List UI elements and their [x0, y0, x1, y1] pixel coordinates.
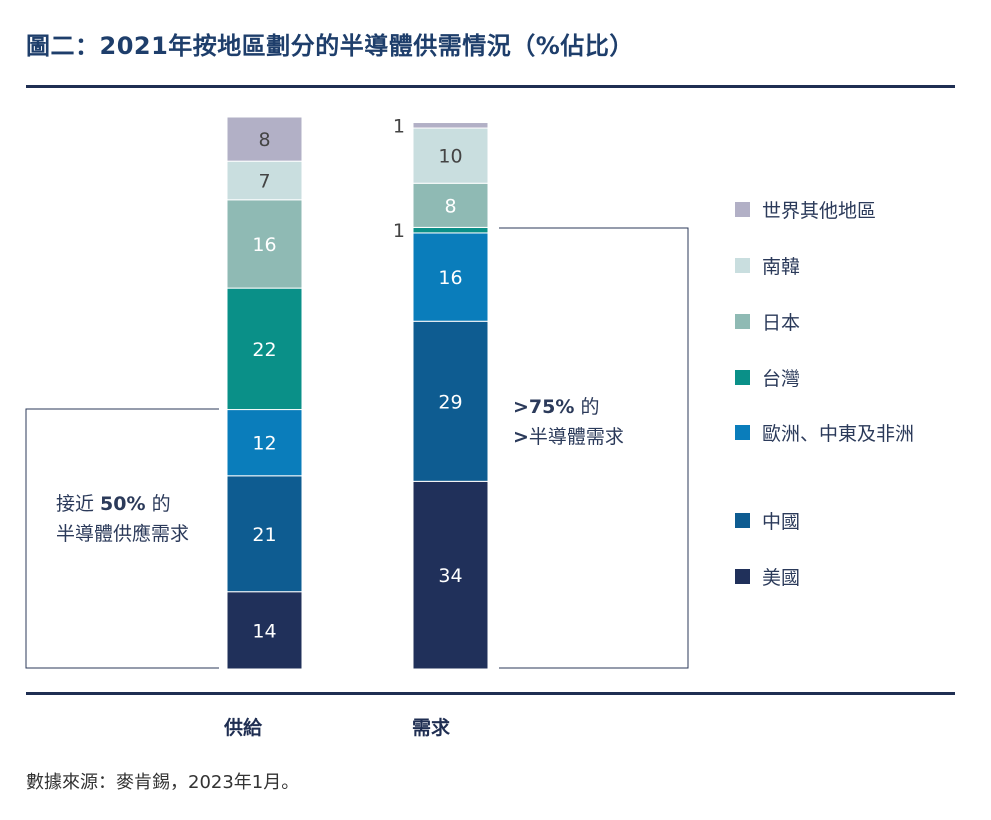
supply-bracket	[25, 408, 219, 669]
bar-segment-1-2	[412, 232, 489, 322]
bar-segment-0-1	[226, 475, 303, 593]
bar-segment-1-1	[412, 320, 489, 482]
bar-segment-0-4	[226, 199, 303, 289]
demand-annotation-line2: >半導體需求	[513, 426, 624, 448]
legend-swatch-2	[735, 314, 750, 329]
bar-value-label-0-1: 21	[252, 524, 276, 546]
legend-swatch-3	[735, 370, 750, 385]
supply-annotation-line1: 接近 50% 的	[56, 493, 171, 515]
bar-value-label-0-4: 16	[252, 234, 276, 256]
bar-segment-0-0	[226, 591, 303, 670]
bars-group: 14 21 12 22 16 7 8 34 29 16 1 8 10 1	[226, 115, 489, 670]
bottom-rule	[26, 692, 955, 695]
bar-segment-0-3	[226, 287, 303, 411]
bar-value-label-1-1: 29	[438, 391, 462, 413]
demand-annotation: >75% 的 >半導體需求	[513, 396, 624, 448]
bar-value-label-0-3: 22	[252, 339, 276, 361]
category-label-supply: 供給	[223, 716, 263, 739]
legend-swatch-6	[735, 569, 750, 584]
bar-value-label-1-6: 1	[393, 115, 405, 137]
bar-segment-0-2	[226, 409, 303, 477]
legend-label-4: 歐洲、中東及非洲	[762, 423, 914, 445]
bar-value-label-0-2: 12	[252, 433, 276, 455]
bar-segment-0-6	[226, 116, 303, 162]
bar-segment-1-4	[412, 182, 489, 228]
legend-swatch-0	[735, 202, 750, 217]
legend-label-3: 台灣	[762, 368, 800, 390]
bar-segment-1-3	[412, 226, 489, 234]
category-label-demand: 需求	[412, 716, 451, 739]
bar-value-label-1-2: 16	[438, 267, 462, 289]
supply-annotation-line2: 半導體供應需求	[56, 522, 189, 545]
top-rule	[26, 85, 955, 88]
bar-segment-1-6	[412, 122, 489, 129]
bar-value-label-1-0: 34	[438, 565, 462, 587]
bar-value-label-1-5: 10	[438, 146, 462, 168]
bar-value-label-0-5: 7	[258, 170, 270, 192]
supply-annotation: 接近 50% 的 半導體供應需求	[56, 493, 189, 545]
bar-value-label-0-0: 14	[252, 620, 276, 642]
legend-swatch-5	[735, 513, 750, 528]
legend-label-6: 美國	[762, 567, 800, 589]
bar-value-label-1-4: 8	[444, 195, 456, 217]
legend-label-2: 日本	[762, 312, 800, 334]
bar-value-label-1-3: 1	[393, 220, 405, 242]
bar-value-label-0-6: 8	[258, 129, 270, 151]
demand-annotation-line1: >75% 的	[513, 396, 599, 418]
source-note: 數據來源：麥肯錫，2023年1月。	[26, 772, 300, 793]
legend-label-5: 中國	[762, 511, 800, 533]
legend-swatch-4	[735, 425, 750, 440]
legend-swatch-1	[735, 258, 750, 273]
demand-bracket	[499, 227, 689, 669]
chart-title: 圖二：2021年按地區劃分的半導體供需情況（%佔比）	[26, 32, 634, 60]
legend-label-1: 南韓	[762, 256, 800, 278]
legend-label-0: 世界其他地區	[762, 200, 876, 222]
